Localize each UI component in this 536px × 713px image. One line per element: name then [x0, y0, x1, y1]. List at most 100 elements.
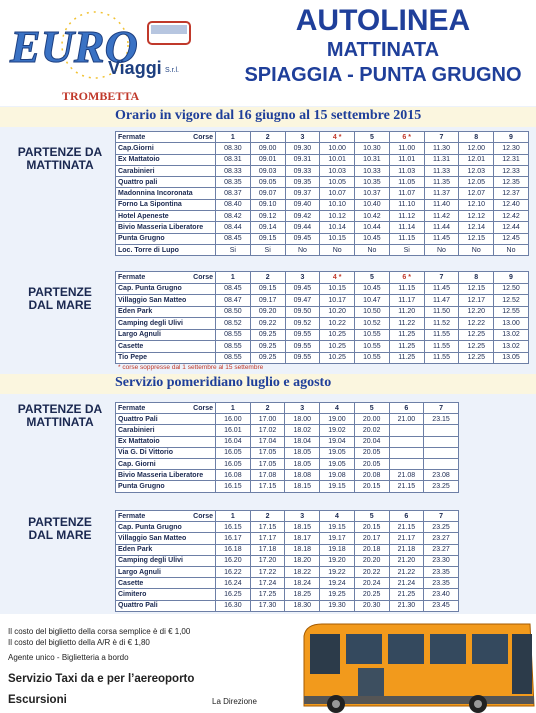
- departure: 11.40: [423, 198, 460, 212]
- departure: 17.20: [249, 554, 286, 567]
- header-row: Fermate Corse 1 2 3 4 5 6 7: [115, 401, 459, 415]
- departure: 11.55: [423, 351, 460, 364]
- departure: 23.30: [423, 554, 459, 567]
- departure: 12.25: [458, 328, 495, 341]
- row: Cap. Punta Grugno 16.15 17.15 18.15 19.15 20.…: [115, 521, 459, 534]
- departure: 17.18: [249, 543, 286, 556]
- departure: Si: [388, 243, 425, 257]
- departure: 10.22: [319, 317, 356, 330]
- departure: 16.25: [215, 588, 251, 601]
- brand: EURO: [9, 21, 138, 72]
- table-label: PARTENZE DA MATTINATA: [4, 403, 116, 429]
- departure: 10.20: [319, 305, 356, 318]
- departure: 17.04: [249, 435, 286, 448]
- departure: 12.40: [493, 198, 529, 212]
- stop-header: Fermate: [118, 273, 146, 281]
- departure: 10.17: [319, 294, 356, 307]
- departure: 10.50: [354, 305, 390, 318]
- departure: 11.00: [388, 142, 425, 155]
- stop-name: Villaggio San Matteo: [115, 294, 216, 307]
- departure: 23.35: [423, 577, 459, 590]
- run-number: 2: [249, 271, 286, 284]
- departure: 12.14: [458, 221, 495, 234]
- departure: 11.15: [388, 232, 425, 245]
- departure: 11.05: [388, 176, 425, 189]
- stop-name: Cimitero: [115, 588, 216, 601]
- departure: 20.15: [353, 480, 390, 493]
- run-number: 6: [388, 509, 425, 523]
- departure: 12.25: [458, 351, 495, 364]
- departure: No: [458, 243, 495, 257]
- departure: 11.20: [388, 305, 425, 318]
- departure: 21.30: [388, 599, 425, 612]
- run-number: 4: [319, 401, 355, 415]
- departure: [423, 457, 459, 471]
- label-line: DAL MARE: [28, 298, 92, 312]
- note: * corse soppresse dal 1 settembre al 15 …: [118, 364, 264, 371]
- departure: 19.18: [319, 543, 355, 556]
- departure: 12.20: [458, 305, 495, 318]
- departure: 10.15: [319, 282, 356, 295]
- departure: 12.22: [458, 317, 495, 330]
- departure: 11.45: [423, 232, 460, 245]
- run-number: 4 *: [319, 130, 356, 144]
- departure: [388, 457, 425, 471]
- departure: 11.25: [388, 351, 425, 364]
- departure: 13.00: [493, 317, 529, 330]
- stop-name: Via G. Di Vittorio: [115, 446, 216, 459]
- label-line: MATTINATA: [26, 415, 94, 429]
- departure: 09.25: [249, 328, 286, 341]
- departure: 10.10: [319, 198, 356, 212]
- departure: 12.44: [493, 221, 529, 234]
- departure: 09.15: [249, 282, 286, 295]
- departure: 12.03: [458, 164, 495, 178]
- departure: 09.31: [284, 153, 321, 166]
- run-number: 1: [215, 130, 251, 144]
- stop-name: Quattro pali: [115, 176, 216, 189]
- departure: 09.10: [249, 198, 286, 212]
- bus-photo: [303, 623, 535, 713]
- departure: 10.14: [319, 221, 356, 234]
- departure: 10.45: [354, 282, 390, 295]
- departure: [388, 424, 425, 437]
- run-number: 5: [353, 509, 390, 523]
- departure: 10.15: [319, 232, 356, 245]
- departure: 09.30: [284, 142, 321, 155]
- departure: 08.55: [215, 351, 251, 364]
- departure: 09.45: [284, 232, 321, 245]
- departure: No: [284, 243, 321, 257]
- header-cell: Fermate Corse: [115, 401, 216, 415]
- departure: 08.37: [215, 187, 251, 200]
- departure: 08.55: [215, 340, 251, 353]
- run-number: 4 *: [319, 271, 356, 284]
- departure: 16.30: [215, 599, 251, 612]
- departure: 23.27: [423, 532, 459, 545]
- run-number: 2: [249, 401, 286, 415]
- stars-ring: [61, 11, 129, 79]
- stop-name: Tio Pepe: [115, 351, 216, 364]
- departure: 11.01: [388, 153, 425, 166]
- run-number: 7: [423, 130, 460, 144]
- row: Largo Agnuli 08.55 09.25 09.55 10.25 10.55 11.…: [115, 328, 529, 341]
- departure: 21.00: [388, 413, 425, 426]
- departure: 20.17: [353, 532, 390, 545]
- departure: No: [493, 243, 529, 257]
- stop-name: Eden Park: [115, 305, 216, 318]
- departure: 12.31: [493, 153, 529, 166]
- departure: 08.33: [215, 164, 251, 178]
- header-row: Fermate Corse 1 2 3 4 5 6 7: [115, 509, 459, 523]
- departure: 10.01: [319, 153, 356, 166]
- label-line: DAL MARE: [28, 528, 92, 542]
- departure: 10.12: [319, 210, 356, 223]
- departure: 18.30: [284, 599, 321, 612]
- row: Loc. Torre di Lupo Si Si No No No Si No No No: [115, 243, 529, 257]
- stop-name: Cap. Punta Grugno: [115, 282, 216, 295]
- stop-name: Eden Park: [115, 543, 216, 556]
- departure: 16.01: [215, 424, 251, 437]
- departure: 09.20: [249, 305, 286, 318]
- departure: 09.25: [249, 351, 286, 364]
- departure: 11.33: [423, 164, 460, 178]
- departure: 20.05: [353, 457, 390, 471]
- bus-icon-window: [151, 25, 187, 34]
- owner: TROMBETTA: [62, 89, 139, 103]
